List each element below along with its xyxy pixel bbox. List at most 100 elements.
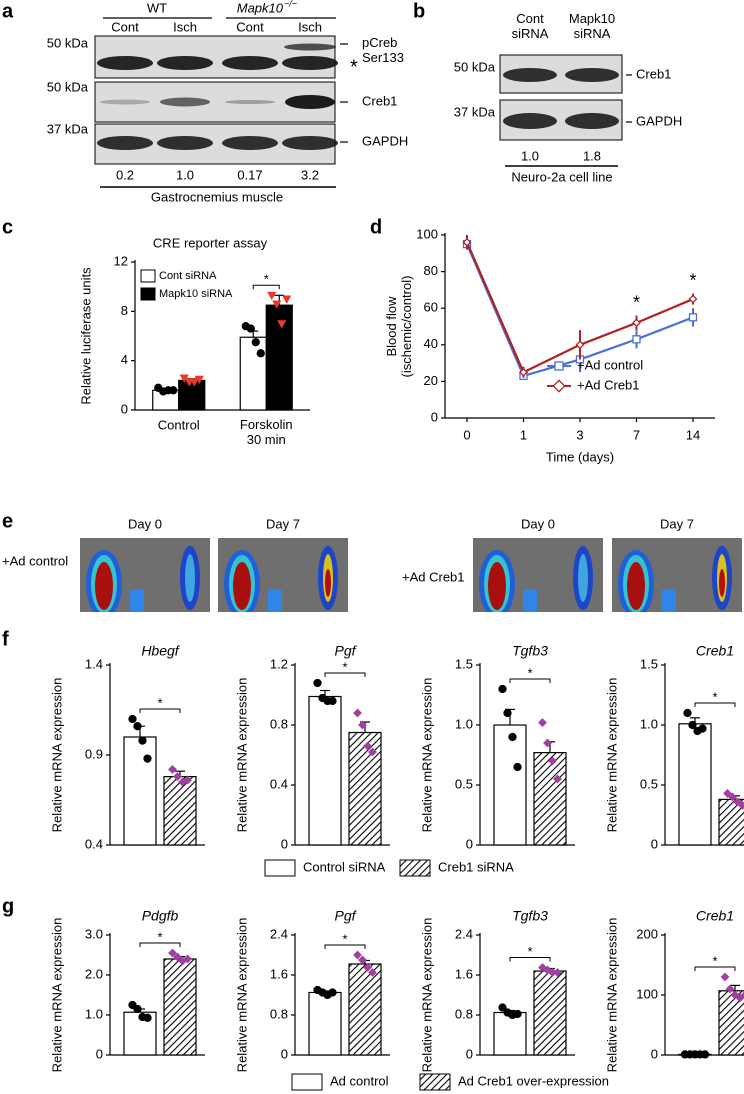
y-tick-label: 8 (121, 303, 128, 318)
bar (123, 736, 157, 846)
chart-title: CRE reporter assay (153, 235, 268, 250)
x-axis-label: Time (days) (546, 449, 614, 464)
significance-label: * (527, 944, 532, 959)
cell-line-label: Neuro-2a cell line (511, 169, 612, 184)
paw-signal (325, 569, 331, 597)
data-point (503, 708, 512, 718)
y-tick-label: 0.4 (85, 836, 103, 851)
data-point (169, 386, 178, 395)
condition-label: +Ad Creb1 (402, 569, 465, 584)
data-point (256, 349, 265, 358)
lane-label: Isch (173, 19, 197, 34)
bar (493, 724, 527, 846)
paw-signal (268, 590, 282, 612)
y-tick-label: 1.5 (455, 656, 473, 671)
marker-label: 50 kDa (47, 79, 89, 94)
y-tick-label: 1.2 (270, 656, 288, 671)
blot-band (285, 95, 335, 109)
bar (239, 336, 267, 411)
y-tick-label: 0.4 (270, 776, 288, 791)
blot-band (100, 99, 150, 105)
y-tick-label: 0.8 (270, 1006, 288, 1021)
band-label: Creb1 (362, 93, 397, 108)
data-point (173, 772, 182, 782)
y-tick-label: 0 (651, 1046, 658, 1061)
y-tick-label: 3.0 (85, 926, 103, 941)
data-point (462, 237, 472, 247)
y-tick-label: 0 (96, 1046, 103, 1061)
x-tick-label: 0 (463, 427, 470, 442)
bar (163, 958, 197, 1056)
data-point (735, 993, 744, 1003)
data-point (725, 984, 735, 994)
significance-label: * (342, 931, 347, 946)
significance-label: * (157, 695, 162, 710)
chart-title: Tgfb3 (512, 643, 548, 659)
chart-title: Pdgfb (142, 908, 179, 924)
significance-bracket (139, 708, 181, 713)
panel-label: e (2, 510, 13, 532)
bar (308, 695, 342, 846)
bar (678, 723, 712, 846)
lane-label: Cont (236, 19, 264, 34)
data-point (632, 318, 641, 328)
legend-label: Creb1 siRNA (438, 859, 514, 874)
data-point (519, 367, 528, 377)
y-tick-label: 2.4 (270, 926, 288, 941)
band-label: GAPDH (636, 113, 682, 128)
blot-band (503, 113, 557, 129)
lane-label: Mapk10 siRNA (569, 11, 615, 41)
chart-title: Pgf (334, 908, 357, 924)
legend-swatch (552, 379, 566, 393)
bar (533, 751, 567, 846)
data-point (328, 988, 337, 997)
data-point (189, 378, 199, 387)
y-tick-label: 12 (114, 253, 128, 268)
blot-band (222, 56, 278, 70)
blot-band (160, 97, 210, 107)
band-label: Creb1 (636, 66, 671, 81)
y-tick-label: 0.8 (270, 716, 288, 731)
data-point (282, 295, 292, 304)
marker-label: 37 kDa (454, 104, 496, 119)
perfusion-image (612, 538, 742, 612)
band-label: pCreb Ser133 (362, 35, 404, 65)
day-label: Day 7 (266, 516, 300, 531)
data-point (553, 968, 562, 977)
data-point (688, 720, 697, 730)
lane-label: Isch (298, 19, 322, 34)
y-axis-label: Relative luciferase units (78, 267, 93, 405)
data-point (143, 754, 152, 763)
significance-bracket (252, 284, 280, 290)
blot-band (225, 100, 275, 104)
y-tick-label: 200 (636, 926, 658, 941)
nonspecific-mark: * (350, 56, 358, 78)
data-point (138, 736, 147, 745)
quantification: 0.2 (116, 167, 134, 182)
y-axis-label: Relative mRNA expression (234, 918, 249, 1073)
significance-label: * (712, 689, 717, 704)
panel-label: d (370, 216, 382, 238)
data-point (740, 991, 744, 999)
significance-bracket (139, 942, 181, 947)
x-tick-label: Control (158, 417, 200, 432)
x-tick-label: 14 (686, 427, 700, 442)
data-point (508, 732, 517, 742)
y-axis-label: Relative mRNA expression (419, 918, 434, 1073)
blot-band (503, 68, 557, 82)
legend-label: Ad control (330, 1073, 389, 1088)
blot-band (97, 56, 153, 70)
legend-swatch (140, 269, 156, 283)
data-point (553, 774, 562, 784)
chart-title: Creb1 (696, 908, 734, 924)
significance-bracket (509, 678, 551, 683)
quantification: 1.0 (521, 148, 539, 163)
lane-label: Cont (111, 19, 139, 34)
significance-label: * (689, 270, 696, 290)
significance-label: * (712, 953, 717, 968)
band-label: GAPDH (362, 133, 408, 148)
marker-label: 50 kDa (454, 59, 496, 74)
data-point (632, 335, 641, 344)
legend-label: Cont siRNA (159, 270, 217, 282)
